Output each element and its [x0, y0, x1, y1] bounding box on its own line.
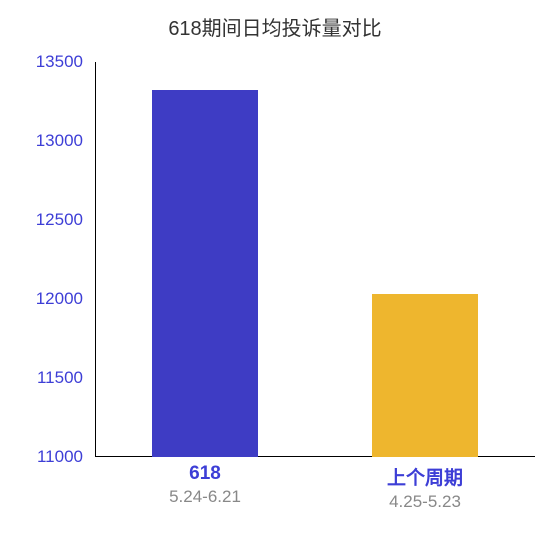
y-tick-label: 11000 [37, 447, 83, 467]
y-tick-label: 13500 [36, 52, 83, 72]
x-tick-secondary: 5.24-6.21 [169, 487, 241, 507]
y-tick-label: 11500 [37, 368, 83, 388]
chart-title: 618期间日均投诉量对比 [0, 12, 550, 41]
x-tick-primary: 上个周期 [387, 463, 463, 490]
bar [372, 294, 478, 457]
x-tick: 上个周期4.25-5.23 [387, 457, 463, 512]
x-tick: 6185.24-6.21 [169, 457, 241, 507]
chart-container: 618期间日均投诉量对比 110001150012000125001300013… [0, 0, 550, 550]
y-tick-label: 12500 [36, 210, 83, 230]
bar [152, 90, 258, 457]
x-tick-secondary: 4.25-5.23 [387, 492, 463, 512]
y-axis-line [95, 62, 96, 457]
x-tick-primary: 618 [169, 463, 241, 485]
y-tick-label: 13000 [36, 131, 83, 151]
y-tick-label: 12000 [36, 289, 83, 309]
plot-area: 1100011500120001250013000135006185.24-6.… [95, 62, 535, 457]
